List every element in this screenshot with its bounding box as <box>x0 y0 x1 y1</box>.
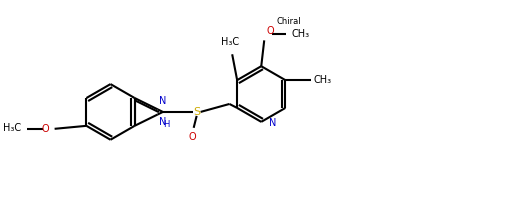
Text: H: H <box>163 120 169 129</box>
Text: S: S <box>193 107 200 117</box>
Text: N: N <box>269 118 276 128</box>
Text: N: N <box>159 117 166 127</box>
Text: N: N <box>159 96 166 107</box>
Text: O: O <box>266 26 274 36</box>
Text: O: O <box>189 132 197 142</box>
Text: H₃C: H₃C <box>3 123 21 133</box>
Text: CH₃: CH₃ <box>291 30 309 39</box>
Text: Chiral: Chiral <box>276 17 301 27</box>
Text: H₃C: H₃C <box>221 37 239 47</box>
Text: CH₃: CH₃ <box>313 75 331 85</box>
Text: O: O <box>41 124 49 134</box>
